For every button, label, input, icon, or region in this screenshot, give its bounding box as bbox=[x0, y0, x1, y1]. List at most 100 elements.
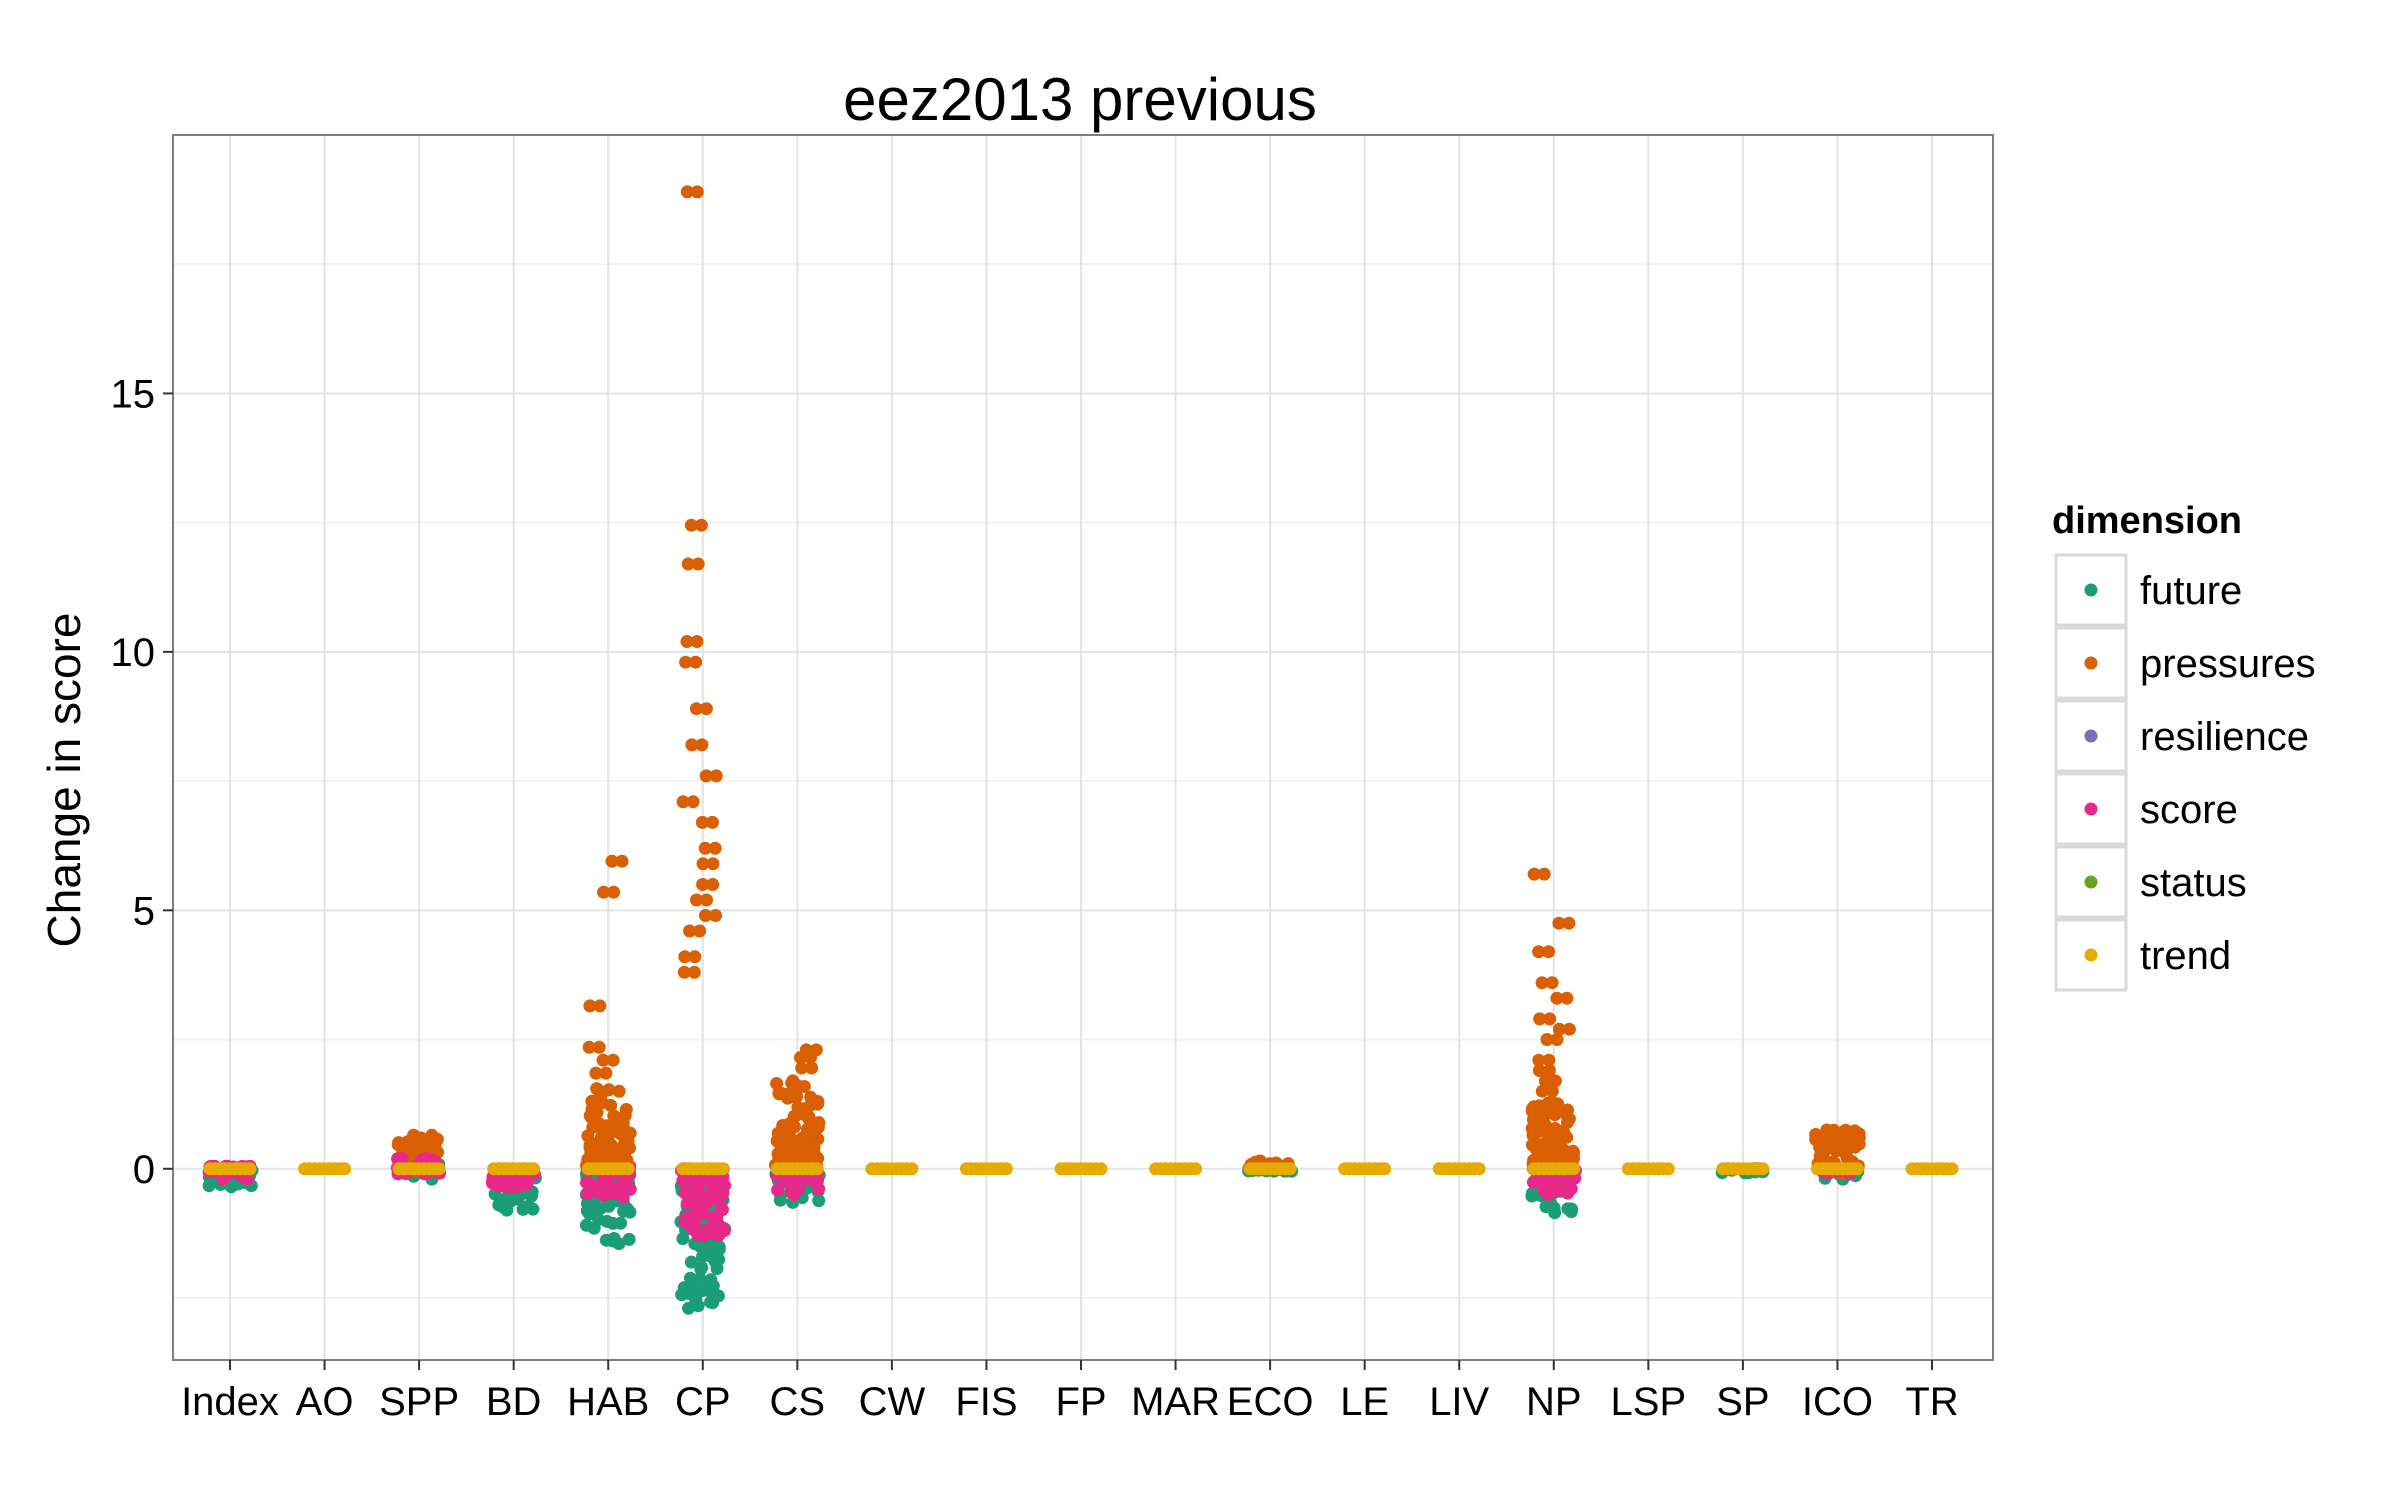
score-point bbox=[811, 1173, 824, 1187]
pressures-point bbox=[1550, 1033, 1564, 1046]
pressures-point bbox=[615, 854, 629, 868]
trend-point bbox=[243, 1162, 257, 1176]
pressures-point bbox=[1562, 1022, 1576, 1036]
legend-label: pressures bbox=[2140, 642, 2316, 686]
future-point bbox=[685, 1281, 699, 1294]
future-point bbox=[585, 1203, 598, 1217]
legend-swatch bbox=[2084, 875, 2098, 889]
pressures-point bbox=[709, 769, 723, 783]
pressures-point bbox=[593, 999, 607, 1013]
score-point bbox=[694, 1193, 708, 1207]
future-point bbox=[1561, 1202, 1575, 1216]
pressures-point bbox=[690, 635, 704, 648]
x-tick-label: AO bbox=[296, 1380, 354, 1424]
score-point bbox=[606, 1187, 620, 1201]
future-point bbox=[710, 1262, 724, 1275]
pressures-point bbox=[623, 1126, 637, 1140]
x-tick-label: CS bbox=[770, 1380, 826, 1424]
trend-point bbox=[1756, 1162, 1770, 1176]
legend-swatch bbox=[2084, 656, 2098, 670]
future-point bbox=[676, 1232, 690, 1246]
score-point bbox=[503, 1180, 517, 1194]
plot-border bbox=[172, 134, 1994, 1361]
pressures-point bbox=[696, 857, 710, 871]
score-point bbox=[696, 1207, 710, 1221]
pressures-point bbox=[699, 769, 713, 783]
x-tick-label: MAR bbox=[1131, 1380, 1220, 1424]
x-tick-label: NP bbox=[1526, 1380, 1582, 1424]
x-tick-label: HAB bbox=[567, 1380, 649, 1424]
trend-point bbox=[1094, 1162, 1108, 1176]
x-tick-label: LSP bbox=[1611, 1380, 1687, 1424]
pressures-point bbox=[689, 702, 703, 716]
pressures-point bbox=[708, 841, 722, 855]
pressures-point bbox=[1553, 1135, 1567, 1149]
pressures-point bbox=[618, 1109, 632, 1123]
pressures-point bbox=[693, 924, 707, 938]
pressures-point bbox=[680, 185, 694, 199]
pressures-point bbox=[683, 924, 697, 938]
pressures-point bbox=[685, 738, 699, 752]
pressures-point bbox=[582, 1040, 596, 1054]
pressures-point bbox=[612, 1084, 626, 1098]
pressures-point bbox=[1561, 1115, 1574, 1129]
pressures-point bbox=[677, 965, 691, 979]
pressures-point bbox=[1550, 991, 1564, 1005]
pressures-point bbox=[698, 841, 712, 855]
x-tick-label: SPP bbox=[379, 1380, 459, 1424]
future-point bbox=[684, 1255, 698, 1269]
score-point bbox=[596, 1174, 610, 1188]
future-point bbox=[224, 1180, 238, 1194]
pressures-point bbox=[709, 909, 722, 922]
pressures-point bbox=[784, 1090, 798, 1104]
score-point bbox=[697, 1229, 711, 1243]
pressures-point bbox=[1545, 1084, 1559, 1098]
pressures-point bbox=[606, 1053, 620, 1067]
pressures-point bbox=[1545, 976, 1559, 990]
pressures-point bbox=[786, 1074, 800, 1088]
pressures-point bbox=[592, 1040, 606, 1054]
pressures-point bbox=[602, 1128, 616, 1142]
x-tick-label: ICO bbox=[1802, 1380, 1873, 1424]
score-point bbox=[714, 1221, 727, 1235]
pressures-point bbox=[811, 1097, 825, 1111]
pressures-point bbox=[1527, 1100, 1541, 1114]
score-point bbox=[490, 1179, 504, 1193]
pressures-point bbox=[687, 965, 701, 979]
pressures-point bbox=[618, 1148, 632, 1162]
pressures-point bbox=[705, 815, 719, 829]
future-point bbox=[706, 1279, 720, 1293]
pressures-point bbox=[617, 1138, 631, 1152]
future-point bbox=[693, 1272, 707, 1286]
pressures-point bbox=[773, 1126, 787, 1140]
legend-swatch bbox=[2084, 583, 2098, 597]
pressures-point bbox=[691, 557, 705, 571]
pressures-point bbox=[1852, 1131, 1866, 1145]
score-point bbox=[1541, 1188, 1555, 1202]
pressures-point bbox=[1548, 1074, 1562, 1088]
pressures-point bbox=[695, 815, 709, 829]
legend-label: future bbox=[2140, 569, 2242, 613]
legend-label: trend bbox=[2140, 934, 2231, 978]
pressures-point bbox=[583, 1109, 597, 1123]
y-tick-label: 0 bbox=[133, 1148, 155, 1192]
pressures-point bbox=[1560, 991, 1574, 1005]
pressures-point bbox=[1542, 1053, 1556, 1067]
future-point bbox=[1548, 1206, 1562, 1220]
score-point bbox=[584, 1177, 598, 1191]
score-point bbox=[616, 1190, 630, 1204]
future-point bbox=[612, 1237, 626, 1251]
legend: dimension future pressures resilience score… bbox=[2052, 500, 2316, 992]
pressures-point bbox=[1821, 1135, 1835, 1149]
trend-point bbox=[716, 1162, 730, 1176]
future-point bbox=[587, 1221, 601, 1235]
pressures-point bbox=[1525, 1121, 1539, 1135]
y-axis-title: Change in score bbox=[38, 613, 90, 948]
future-point bbox=[1527, 1187, 1541, 1200]
score-point bbox=[709, 1176, 722, 1190]
pressures-point bbox=[590, 1082, 604, 1096]
pressures-point bbox=[597, 885, 611, 899]
trend-point bbox=[1378, 1162, 1392, 1176]
pressures-point bbox=[607, 885, 621, 899]
trend-point bbox=[338, 1162, 352, 1176]
